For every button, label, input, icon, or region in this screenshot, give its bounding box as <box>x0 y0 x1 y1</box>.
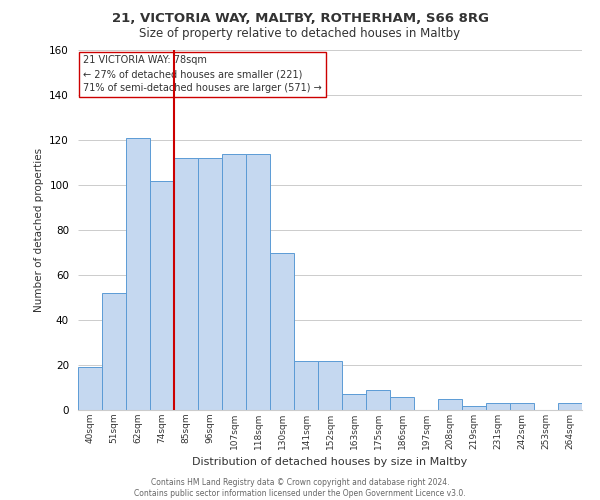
Y-axis label: Number of detached properties: Number of detached properties <box>34 148 44 312</box>
X-axis label: Distribution of detached houses by size in Maltby: Distribution of detached houses by size … <box>193 458 467 468</box>
Bar <box>222 154 246 410</box>
Bar <box>294 360 318 410</box>
Bar <box>270 252 294 410</box>
Bar <box>390 396 414 410</box>
Bar <box>366 390 390 410</box>
Bar <box>126 138 150 410</box>
Bar <box>342 394 366 410</box>
Bar <box>102 293 126 410</box>
Bar <box>150 180 174 410</box>
Bar <box>438 399 462 410</box>
Text: 21 VICTORIA WAY: 78sqm
← 27% of detached houses are smaller (221)
71% of semi-de: 21 VICTORIA WAY: 78sqm ← 27% of detached… <box>83 56 322 94</box>
Text: Size of property relative to detached houses in Maltby: Size of property relative to detached ho… <box>139 28 461 40</box>
Bar <box>246 154 270 410</box>
Bar <box>78 367 102 410</box>
Bar <box>462 406 486 410</box>
Text: 21, VICTORIA WAY, MALTBY, ROTHERHAM, S66 8RG: 21, VICTORIA WAY, MALTBY, ROTHERHAM, S66… <box>112 12 488 26</box>
Bar <box>174 158 198 410</box>
Bar <box>486 403 510 410</box>
Bar <box>198 158 222 410</box>
Bar <box>510 403 534 410</box>
Text: Contains HM Land Registry data © Crown copyright and database right 2024.
Contai: Contains HM Land Registry data © Crown c… <box>134 478 466 498</box>
Bar <box>318 360 342 410</box>
Bar <box>558 403 582 410</box>
